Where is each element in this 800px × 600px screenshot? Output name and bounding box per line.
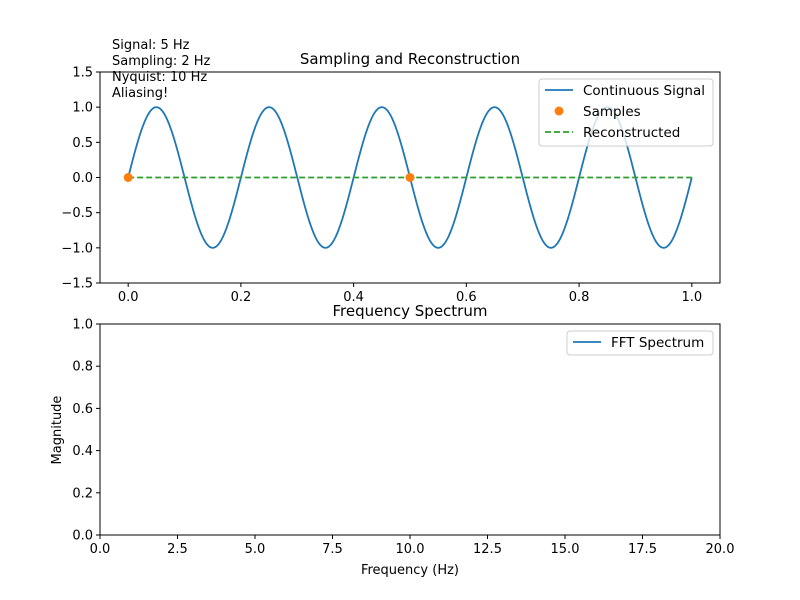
- x-tick-label: 17.5: [628, 542, 657, 557]
- chart-title: Sampling and Reconstruction: [300, 50, 520, 68]
- y-tick-label: 0.8: [72, 360, 93, 375]
- y-tick-label: 0.2: [72, 486, 93, 501]
- y-axis-label: Magnitude: [50, 396, 65, 465]
- x-tick-label: 12.5: [473, 542, 502, 557]
- legend-label: Samples: [583, 104, 641, 120]
- x-tick-label: 0.6: [456, 290, 477, 305]
- annotation-aliasing: Aliasing!: [112, 86, 168, 101]
- sample-point: [405, 173, 415, 182]
- x-tick-label: 0.2: [231, 290, 252, 305]
- legend: FFT Spectrum: [566, 330, 714, 356]
- y-tick-label: 1.5: [72, 66, 93, 81]
- annotation-nyquist: Nyquist: 10 Hz: [112, 70, 207, 85]
- x-tick-label: 10.0: [396, 542, 425, 557]
- x-axis-label: Frequency (Hz): [361, 563, 459, 578]
- sampling-chart: Sampling and Reconstruction Signal: 5 Hz…: [61, 38, 721, 305]
- x-tick-label: 20.0: [706, 542, 735, 557]
- legend-box: [566, 330, 714, 356]
- x-tick-label: 0.8: [569, 290, 590, 305]
- annotation-signal: Signal: 5 Hz: [112, 38, 190, 53]
- y-tick-label: −1.5: [61, 277, 93, 292]
- x-tick-label: 7.5: [322, 542, 343, 557]
- y-tick-label: 0.5: [72, 136, 93, 151]
- y-tick-label: −1.0: [61, 241, 93, 256]
- y-tick-label: 0.4: [72, 444, 93, 459]
- y-tick-label: 1.0: [72, 318, 93, 333]
- chart-title: Frequency Spectrum: [333, 302, 488, 320]
- y-tick-label: 1.0: [72, 101, 93, 116]
- y-tick-label: −0.5: [61, 206, 93, 221]
- y-tick-label: 0.0: [72, 171, 93, 186]
- annotation-block: Signal: 5 Hz Sampling: 2 Hz Nyquist: 10 …: [112, 38, 211, 101]
- legend-marker-samples: [554, 106, 564, 116]
- y-tick-label: 0.0: [72, 529, 93, 544]
- legend-label: Continuous Signal: [583, 83, 705, 99]
- x-tick-label: 0.0: [118, 290, 139, 305]
- legend: Continuous Signal Samples Reconstructed: [538, 78, 714, 147]
- axes: 0.0 2.5 5.0 7.5 10.0 12.5 15.0 17.5 20.0 0.0 0.2 0.…: [72, 318, 734, 558]
- x-tick-label: 15.0: [551, 542, 580, 557]
- x-tick-label: 0.0: [90, 542, 111, 557]
- legend-label: FFT Spectrum: [611, 335, 704, 351]
- axes: 0.0 0.2 0.4 0.6 0.8 1.0 −1.5 −1.0 −0.5 0.0 0.5 1.0 1…: [61, 66, 721, 305]
- x-tick-label: 0.4: [343, 290, 364, 305]
- x-tick-label: 2.5: [167, 542, 188, 557]
- x-tick-label: 1.0: [681, 290, 702, 305]
- sample-point: [123, 173, 133, 182]
- x-tick-label: 5.0: [245, 542, 266, 557]
- y-tick-label: 0.6: [72, 402, 93, 417]
- legend-label: Reconstructed: [583, 125, 680, 141]
- legend-box: [538, 78, 714, 147]
- spectrum-chart: Frequency Spectrum Frequency (Hz) Magnit…: [50, 302, 734, 578]
- annotation-sampling: Sampling: 2 Hz: [112, 54, 211, 69]
